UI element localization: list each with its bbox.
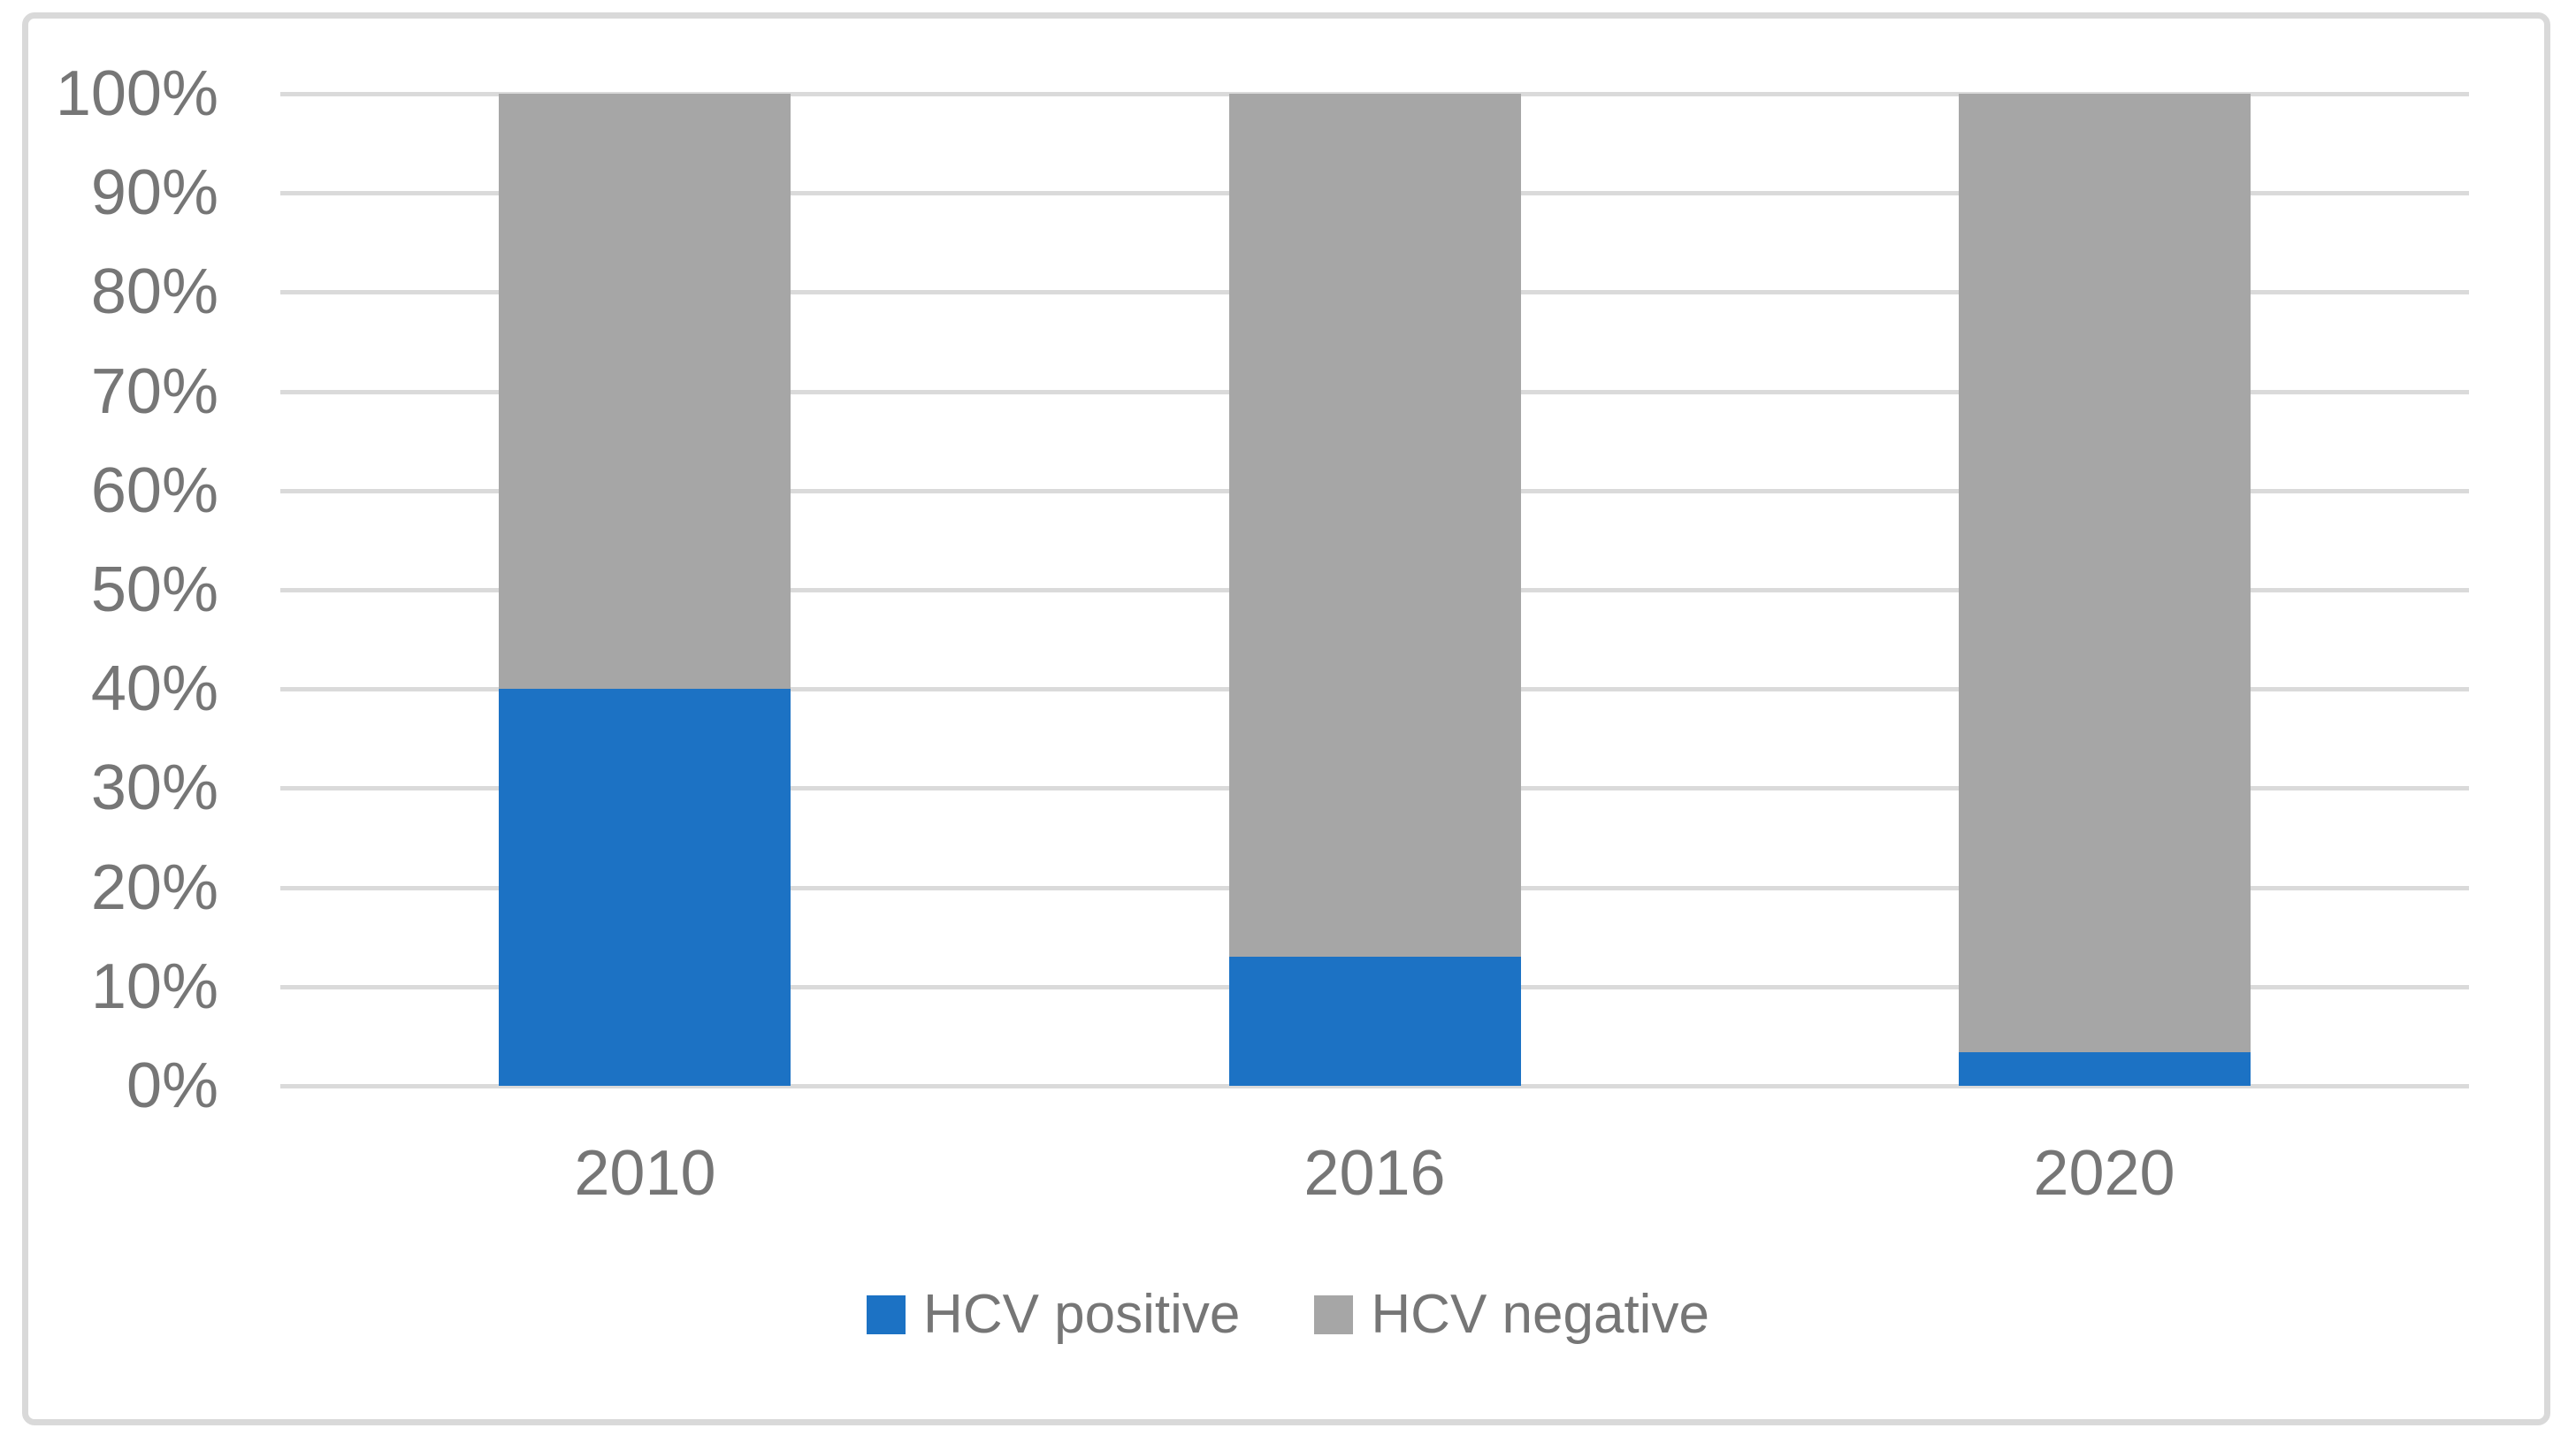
x-axis-category-labels: 2010 2016 2020 [280,1134,2469,1222]
plot-area [280,92,2469,1088]
stacked-bar-2020 [1958,94,2251,1086]
y-tick-label-40-: 40% [90,653,218,725]
chart-border-frame [22,12,2550,1425]
legend-label-hcv-negative: HCV negative [1371,1284,1709,1345]
y-tick-label-20-: 20% [90,852,218,923]
legend-item-hcv-negative: HCV negative [1314,1284,1709,1346]
y-tick-label-100-: 100% [55,58,218,129]
legend-swatch-hcv-negative [1314,1295,1354,1334]
y-tick-label-90-: 90% [90,157,218,229]
x-category-label-2020: 2020 [2033,1138,2175,1209]
bar-segment-hcv-positive-2020 [1958,1051,2251,1086]
legend-swatch-hcv-positive [867,1295,906,1334]
chart-legend: HCV positive HCV negative [0,1284,2576,1346]
legend-item-hcv-positive: HCV positive [867,1284,1240,1346]
y-tick-label-30-: 30% [90,752,218,824]
y-tick-label-70-: 70% [90,355,218,427]
bar-segment-hcv-positive-2016 [1228,957,1521,1086]
y-tick-label-10-: 10% [90,951,218,1022]
stacked-bar-2016 [1228,94,1521,1086]
x-category-label-2016: 2016 [1303,1138,1446,1209]
y-tick-label-50-: 50% [90,554,218,625]
bar-segment-hcv-positive-2010 [499,689,791,1086]
legend-label-hcv-positive: HCV positive [923,1284,1241,1345]
x-category-label-2010: 2010 [574,1138,716,1209]
bar-segment-hcv-negative-2010 [499,94,791,690]
bar-segment-hcv-negative-2016 [1228,94,1521,958]
y-tick-label-60-: 60% [90,454,218,526]
gridline-0- [280,1084,2469,1088]
bar-segment-hcv-negative-2020 [1958,94,2251,1052]
y-axis-tick-labels: 100% 90% 80% 70% 60% 50% 40% 30% 20% 10% 0% [0,58,218,1121]
y-tick-label-0-: 0% [126,1050,218,1121]
stacked-bar-2010 [499,94,791,1086]
y-tick-label-80-: 80% [90,256,218,328]
